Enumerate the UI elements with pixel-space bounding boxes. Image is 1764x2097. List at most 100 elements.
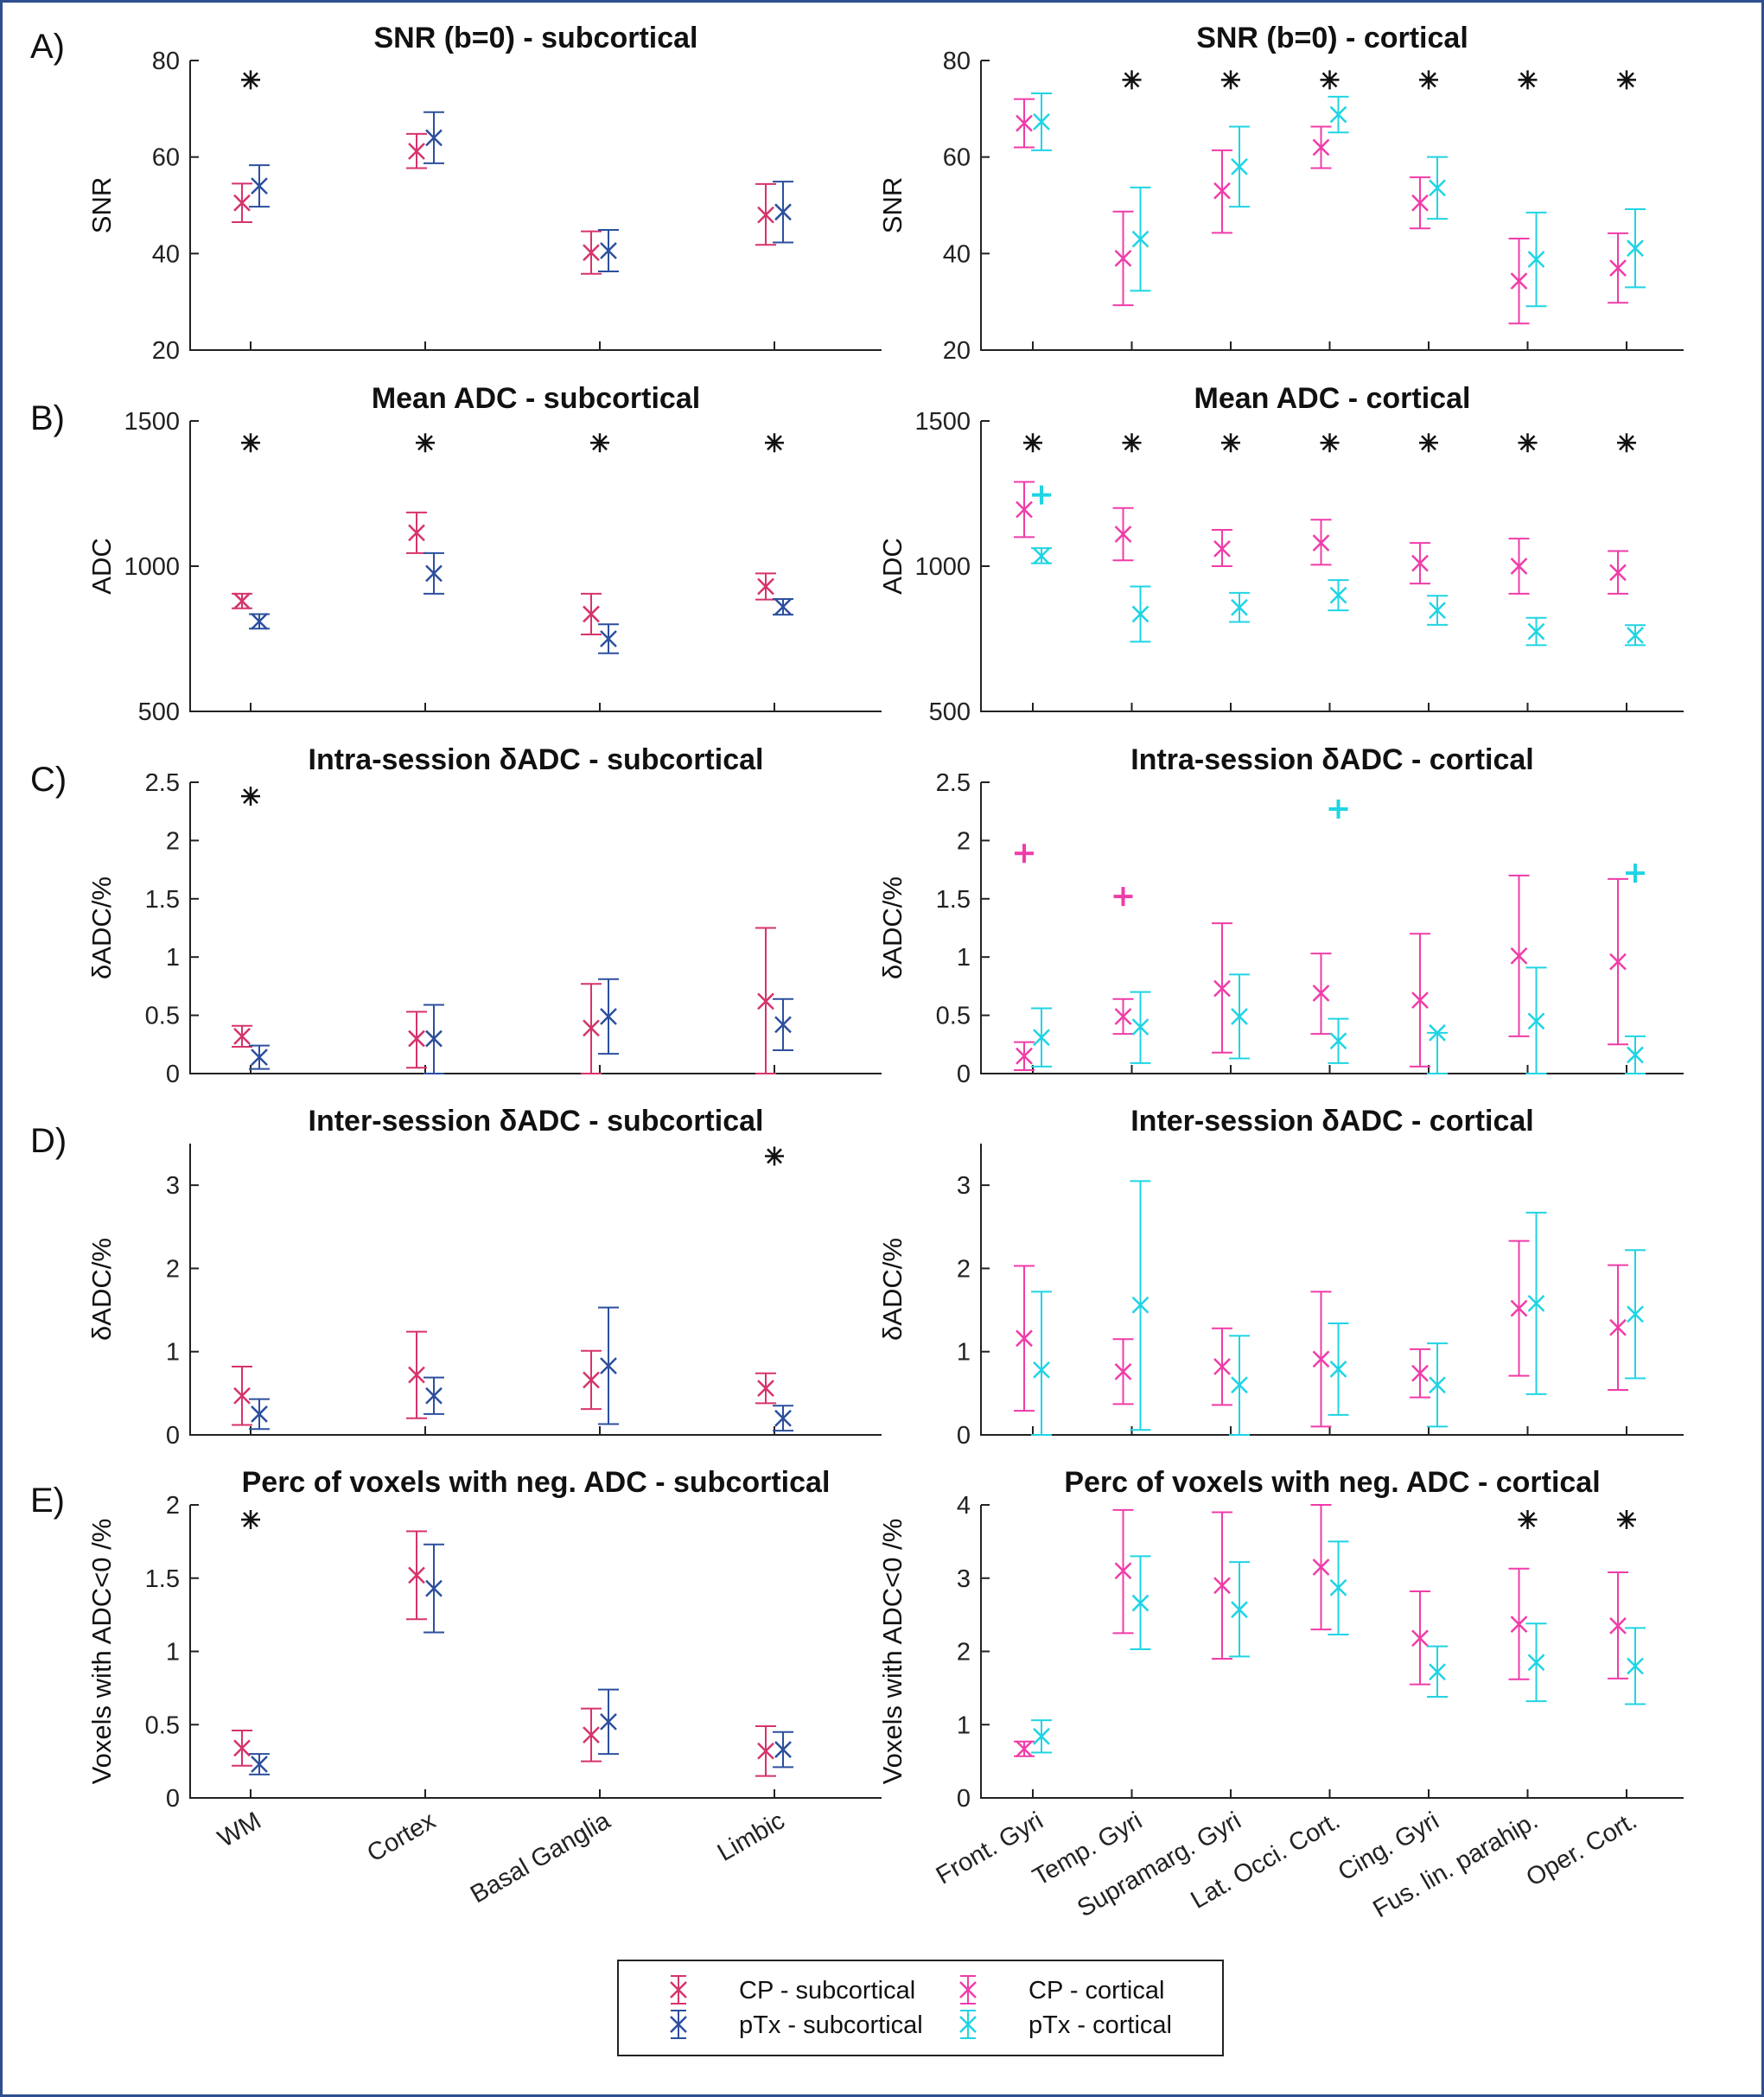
y-tick-label: 1 xyxy=(957,944,971,972)
errorbar-cp xyxy=(406,132,427,169)
y-tick-label: 0.5 xyxy=(145,1003,180,1030)
mean-marker xyxy=(1527,1012,1545,1030)
y-tick-label: 1000 xyxy=(124,553,180,581)
errorbar-ptx xyxy=(1427,1342,1448,1428)
mean-marker xyxy=(1213,979,1231,998)
y-tick-label: 0 xyxy=(166,1061,180,1088)
y-tick-label: 0 xyxy=(957,1061,971,1088)
legend-item-1: CP - subcortical xyxy=(670,1975,915,2005)
y-axis-label: SNR xyxy=(86,177,117,233)
errorbar-cp xyxy=(1608,1264,1628,1392)
chart-panel-4: Mean ADC - cortical 500 1000 1500 ADC xyxy=(877,382,1684,726)
mean-marker xyxy=(1114,1362,1132,1380)
y-tick-label: 2 xyxy=(957,1639,971,1667)
mean-marker xyxy=(1231,1008,1248,1025)
mean-marker xyxy=(583,244,600,262)
errorbar-cp xyxy=(406,511,427,554)
significance-asterisk xyxy=(241,1509,260,1529)
errorbar-ptx xyxy=(1031,1007,1052,1068)
y-tick-label: 4 xyxy=(957,1492,971,1520)
errorbar-cp xyxy=(1112,998,1134,1036)
mean-marker xyxy=(1329,586,1347,604)
errorbar-cp xyxy=(755,927,776,1074)
axis-box xyxy=(980,782,1684,1074)
outlier-marker xyxy=(1328,800,1348,819)
mean-marker xyxy=(774,1016,792,1034)
mean-marker xyxy=(1213,1358,1231,1375)
outlier-marker xyxy=(1015,844,1034,864)
errorbar-ptx xyxy=(249,1753,270,1775)
errorbar-cp xyxy=(1410,542,1430,585)
mean-marker xyxy=(1016,1740,1033,1758)
mean-marker xyxy=(583,605,600,623)
legend-label: pTx - cortical xyxy=(1028,2011,1172,2039)
errorbar-ptx xyxy=(1625,1627,1646,1705)
y-tick-label: 3 xyxy=(166,1172,180,1200)
mean-marker xyxy=(251,177,268,195)
y-tick-label: 1 xyxy=(166,1639,180,1667)
x-category-label: Supramarg. Gyri xyxy=(1073,1807,1245,1922)
mean-marker xyxy=(233,1386,251,1405)
y-axis-label: ADC xyxy=(86,538,117,594)
errorbar-cp xyxy=(581,1349,602,1411)
errorbar-cp xyxy=(1410,1590,1430,1686)
outlier-marker xyxy=(1626,864,1645,883)
mean-marker xyxy=(757,577,774,596)
mean-marker xyxy=(1131,1594,1149,1612)
chart-panel-8: Inter-session δADC - cortical 0 1 2 3 δADC/% xyxy=(877,1105,1684,1450)
mean-marker xyxy=(233,194,251,212)
mean-marker xyxy=(1329,105,1347,124)
x-category-label: Basal Ganglia xyxy=(466,1807,615,1909)
errorbar-ptx xyxy=(1427,1645,1448,1699)
errorbar-cp xyxy=(1310,1291,1332,1428)
panel-label-a: A) xyxy=(30,28,65,66)
y-tick-label: 2 xyxy=(957,827,971,855)
significance-asterisk xyxy=(765,1146,784,1166)
mean-marker xyxy=(1510,1616,1528,1634)
significance-asterisk xyxy=(1617,433,1636,453)
errorbar-ptx xyxy=(1031,547,1052,565)
y-tick-label: 2.5 xyxy=(936,769,971,797)
mean-marker xyxy=(1231,598,1248,616)
mean-marker xyxy=(425,129,443,147)
chart-panel-7: Inter-session δADC - subcortical 0 1 2 3 δADC… xyxy=(86,1105,882,1450)
y-tick-label: 80 xyxy=(152,48,180,75)
mean-marker xyxy=(1329,1032,1347,1050)
chart-panel-2: SNR (b=0) - cortical 20 40 60 80 SNR xyxy=(877,22,1684,365)
significance-asterisk xyxy=(1320,433,1340,453)
errorbar-cp xyxy=(232,1024,252,1048)
mean-marker xyxy=(1627,1046,1644,1064)
mean-marker xyxy=(757,1742,774,1760)
errorbar-cp xyxy=(1410,1348,1430,1399)
y-tick-label: 40 xyxy=(943,240,971,268)
errorbar-ptx xyxy=(1229,1335,1250,1436)
mean-marker xyxy=(1231,1601,1248,1619)
axis-box xyxy=(980,61,1684,351)
significance-asterisk xyxy=(765,433,784,453)
axis-box xyxy=(980,1144,1684,1436)
errorbar-cp xyxy=(232,182,252,224)
errorbar-cp xyxy=(1310,125,1332,169)
y-tick-label: 3 xyxy=(957,1565,971,1593)
mean-marker xyxy=(425,1579,443,1597)
errorbar-cp xyxy=(1310,519,1332,566)
y-tick-label: 0.5 xyxy=(936,1003,971,1030)
mean-marker xyxy=(774,598,792,615)
errorbar-cp xyxy=(581,592,602,635)
y-axis-label: Voxels with ADC<0 /% xyxy=(86,1519,117,1785)
errorbar-ptx xyxy=(423,1004,444,1074)
axis-box xyxy=(189,421,882,712)
errorbar-cp xyxy=(1212,1327,1232,1406)
y-tick-label: 0 xyxy=(957,1785,971,1813)
legend-marker xyxy=(670,2016,687,2033)
errorbar-ptx xyxy=(773,1405,793,1432)
errorbar-cp xyxy=(1014,1265,1035,1412)
errorbar-cp xyxy=(406,1330,427,1419)
mean-marker xyxy=(1016,114,1033,132)
errorbar-cp xyxy=(755,572,776,601)
mean-marker xyxy=(1329,1578,1347,1597)
errorbar-ptx xyxy=(598,228,619,272)
significance-asterisk xyxy=(1023,433,1042,453)
y-tick-label: 1000 xyxy=(914,553,971,581)
mean-marker xyxy=(1016,1047,1033,1065)
